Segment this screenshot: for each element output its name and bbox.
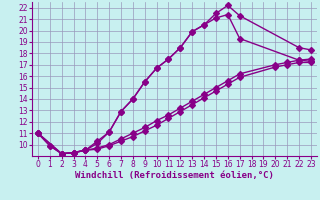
- X-axis label: Windchill (Refroidissement éolien,°C): Windchill (Refroidissement éolien,°C): [75, 171, 274, 180]
